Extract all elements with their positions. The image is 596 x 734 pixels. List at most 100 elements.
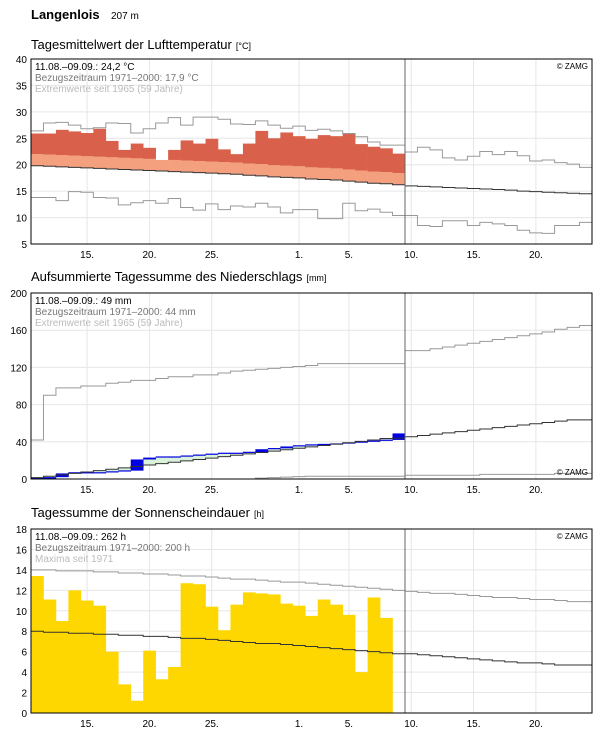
temp-y-tick-label: 25 (16, 134, 28, 145)
temp-legend-line-2: Bezugszeitraum 1971–2000: 17,9 °C (35, 73, 199, 84)
temp-bar-mild (268, 165, 281, 177)
sun-title-text: Tagessumme der Sonnenscheindauer (31, 505, 251, 520)
temp-bar-mild (305, 167, 318, 179)
precip-daily-bar (255, 449, 268, 452)
precip-y-tick-label: 0 (21, 475, 27, 486)
sun-daily-bar (118, 684, 131, 713)
sun-daily-bar (156, 679, 169, 713)
sun-daily-bar (81, 601, 94, 713)
sun-daily-bar (56, 621, 69, 713)
precip-daily-bar (168, 456, 181, 457)
temp-bar-warm (118, 150, 131, 158)
sun-panel-title: Tagessumme der Sonnenscheindauer[h] (31, 505, 264, 520)
precip-x-tick-label: 5. (345, 485, 353, 496)
precip-daily-bar (243, 452, 256, 453)
temp-bar-mild (81, 156, 94, 168)
sun-daily-bar (218, 630, 231, 713)
temp-bar-warm (68, 131, 81, 155)
precip-daily-bar (181, 455, 194, 456)
temp-panel-title: Tagesmittelwert der Lufttemperatur[°C] (31, 37, 251, 52)
temp-bar-warm (193, 144, 206, 161)
precip-y-tick-label: 40 (16, 438, 28, 449)
sun-unit: [h] (254, 509, 264, 519)
precip-daily-bar (143, 458, 156, 460)
temperature-chart: 40353025201510515.20.25.1.5.10.15.20.11.… (16, 55, 592, 261)
precip-daily-bar (193, 455, 206, 456)
temp-y-tick-label: 10 (16, 214, 28, 225)
sun-daily-bar (43, 600, 56, 713)
precip-y-tick-label: 200 (10, 289, 27, 300)
sun-x-tick-label: 10. (404, 719, 418, 729)
temp-bar-mild (106, 157, 119, 169)
sun-daily-bar (31, 576, 44, 713)
temp-bar-warm (143, 148, 156, 159)
sun-daily-bar (106, 652, 119, 713)
temp-bar-mild (280, 166, 293, 178)
temp-bar-warm (268, 138, 281, 165)
sun-daily-bar (143, 651, 156, 713)
sun-daily-bar (305, 616, 318, 713)
temp-bar-mild (318, 168, 331, 180)
temp-bar-warm (255, 131, 268, 164)
temp-y-tick-label: 5 (21, 240, 27, 251)
precip-daily-bar (156, 456, 169, 457)
sun-y-tick-label: 18 (16, 525, 28, 536)
sun-daily-bar (293, 606, 306, 713)
precip-x-tick-label: 25. (205, 485, 219, 496)
sun-daily-bar (193, 584, 206, 713)
precip-legend-line-1: 11.08.–09.09.: 49 mm (35, 296, 132, 307)
temp-bar-mild (355, 171, 368, 183)
temp-bar-warm (343, 134, 356, 170)
temp-bar-mild (368, 172, 381, 184)
precip-y-tick-label: 120 (10, 363, 27, 374)
sun-daily-bar (206, 607, 219, 713)
precip-x-tick-label: 15. (80, 485, 94, 496)
temp-x-tick-label: 5. (345, 250, 353, 261)
precip-daily-bar (305, 444, 318, 445)
temp-y-tick-label: 20 (16, 161, 28, 172)
sun-x-tick-label: 1. (295, 719, 303, 729)
temp-bar-warm (106, 141, 119, 157)
temp-y-tick-label: 40 (16, 55, 28, 66)
sun-x-tick-label: 25. (205, 719, 219, 729)
temp-bar-mild (56, 155, 69, 167)
precip-daily-bar (218, 453, 231, 454)
sun-daily-bar (355, 672, 368, 713)
temp-bar-mild (243, 164, 256, 176)
sun-x-tick-label: 15. (467, 719, 481, 729)
temp-bar-warm (368, 147, 381, 172)
temp-x-tick-label: 25. (205, 250, 219, 261)
precip-x-tick-label: 20. (529, 485, 543, 496)
temp-bar-warm (305, 139, 318, 168)
temp-bar-warm (243, 144, 256, 164)
precip-title-text: Aufsummierte Tagessumme des Niederschlag… (31, 269, 303, 284)
precip-y-tick-label: 80 (16, 401, 28, 412)
sun-legend-line-3: Maxima seit 1971 (35, 554, 114, 565)
temp-bar-mild (68, 156, 81, 168)
temp-bar-mild (143, 159, 156, 171)
sun-daily-bar (318, 600, 331, 713)
sun-x-tick-label: 20. (529, 719, 543, 729)
temp-bar-warm (330, 136, 343, 168)
temp-bar-warm (31, 134, 44, 155)
sun-daily-bar (168, 667, 181, 713)
precip-extreme-min-line (31, 473, 592, 479)
sun-y-tick-label: 14 (16, 566, 28, 577)
precip-daily-bar (368, 441, 381, 442)
precip-deviation-area (156, 458, 169, 464)
temp-bar-warm (56, 130, 69, 155)
sun-daily-bar (93, 606, 106, 713)
sun-x-tick-label: 20. (142, 719, 156, 729)
precip-daily-bar (131, 459, 144, 470)
temp-bar-mild (230, 163, 243, 175)
precip-daily-bar (318, 444, 331, 445)
temp-bar-warm (131, 144, 144, 159)
precip-daily-bar (393, 433, 406, 440)
temp-bar-warm (181, 140, 194, 160)
temp-bar-warm (43, 134, 56, 155)
temp-bar-mild (118, 158, 131, 170)
temp-bar-warm (280, 132, 293, 165)
sun-y-tick-label: 16 (16, 545, 28, 556)
sun-daily-bar (255, 593, 268, 713)
